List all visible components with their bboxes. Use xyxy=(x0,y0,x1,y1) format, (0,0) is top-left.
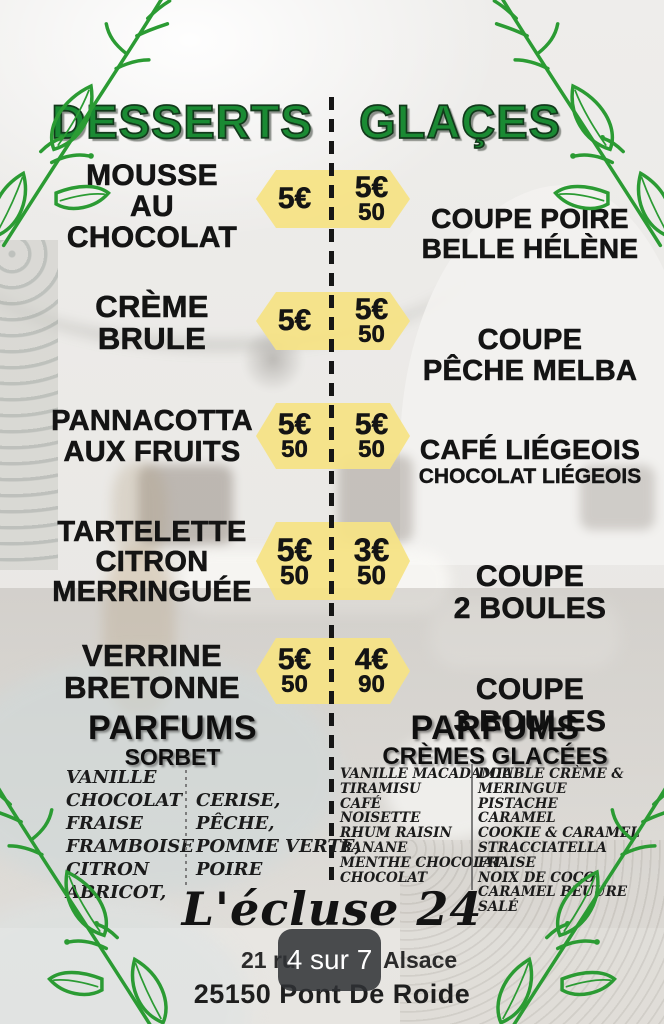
price-left: 5€ xyxy=(256,292,333,350)
bg-dried-flowers xyxy=(112,462,167,557)
dessert-name: TARTELETTE CITRON MERRINGUÉE xyxy=(52,516,252,608)
glace-name: COUPE 2 BOULES xyxy=(400,529,660,657)
price-euros: 4€ xyxy=(354,643,389,676)
price-cents: 50 xyxy=(358,436,385,463)
glace-name-sub: CHOCOLAT LIÉGEOIS xyxy=(418,465,642,488)
image-pager-badge: 4 sur 7 xyxy=(278,929,381,991)
dessert-name: PANNACOTTA AUX FRUITS xyxy=(51,405,253,468)
price-euros: 5€ xyxy=(354,171,389,204)
glace-name-text: COUPE PÊCHE MELBA xyxy=(422,324,638,387)
glace-name: COUPE POIRE BELLE HÉLÈNE xyxy=(400,174,660,294)
price-cents: 50 xyxy=(280,560,309,590)
parfums-title: PARFUMS xyxy=(410,709,580,747)
parfums-cremes-heading: PARFUMS CRÈMES GLACÉES xyxy=(338,711,652,769)
bg-table xyxy=(430,598,620,668)
price-cents: 50 xyxy=(358,199,385,226)
cremes-flavors-col1: VANILLE MACADAMIA TIRAMISU CAFÉ NOISETTE… xyxy=(340,766,514,886)
column-divider-dashed xyxy=(329,97,334,888)
price-cents: 50 xyxy=(281,671,308,698)
parfums-subtitle: CRÈMES GLACÉES xyxy=(382,743,608,770)
price-left: 5€ 50 xyxy=(256,638,333,704)
bg-wallpaper-strip xyxy=(0,240,58,570)
price-left: 5€ 50 xyxy=(256,403,333,469)
glaces-column-title: GLAÇES xyxy=(358,94,561,149)
restaurant-logo: L'écluse 24 xyxy=(181,882,483,936)
price-left: 5€ 50 xyxy=(256,522,333,600)
glace-name-text: COUPE 3 BOULES xyxy=(453,673,607,738)
glace-name: COUPE PÊCHE MELBA xyxy=(400,294,660,418)
sorbet-flavors-col2: CERISE, PÊCHE, POMME VERTE, POIRE xyxy=(196,790,361,880)
price-right: 4€ 90 xyxy=(333,638,410,704)
parfums-sorbet-heading: PARFUMS SORBET xyxy=(45,711,300,769)
price-right: 3€ 50 xyxy=(333,522,410,600)
glace-name-text: COUPE POIRE BELLE HÉLÈNE xyxy=(421,203,639,264)
price-cents: 50 xyxy=(357,560,386,590)
parfums-title: PARFUMS xyxy=(87,709,258,747)
price-euros: 5€ xyxy=(354,408,389,441)
desserts-column-title: DESSERTS xyxy=(50,94,313,149)
cremes-columns-divider xyxy=(471,764,473,890)
sorbet-columns-divider xyxy=(185,770,187,888)
bg-chair xyxy=(580,465,655,530)
parfums-subtitle: SORBET xyxy=(124,744,221,770)
glace-name-text: CAFÉ LIÉGEOIS xyxy=(419,434,641,465)
price-cents: 90 xyxy=(358,671,385,698)
price-cents: 50 xyxy=(358,321,385,348)
price-euros: 5€ xyxy=(276,532,313,568)
price-cents: 50 xyxy=(281,436,308,463)
bg-ceiling-curve xyxy=(0,150,480,350)
price-right: 5€ 50 xyxy=(333,403,410,469)
address-line1-right: Alsace xyxy=(383,947,458,973)
price-left: 5€ xyxy=(256,170,333,228)
price-euros: 5€ xyxy=(354,293,389,326)
price-euros: 5€ xyxy=(277,643,312,676)
glace-name-text: COUPE 2 BOULES xyxy=(453,560,607,625)
price-euros: 5€ xyxy=(277,182,312,215)
glace-name: COUPE 3 BOULES xyxy=(400,642,660,770)
price-euros: 5€ xyxy=(277,304,312,337)
price-euros: 3€ xyxy=(353,532,390,568)
price-euros: 5€ xyxy=(277,408,312,441)
dessert-name: VERRINE BRETONNE xyxy=(64,638,240,705)
bg-chair xyxy=(138,465,233,545)
dessert-name: CRÈME BRULE xyxy=(95,289,209,356)
dessert-name: MOUSSE AU CHOCOLAT xyxy=(66,159,238,254)
price-right: 5€ 50 xyxy=(333,292,410,350)
glace-name: CAFÉ LIÉGEOIS CHOCOLAT LIÉGEOIS xyxy=(400,405,660,518)
bg-cup xyxy=(385,735,515,840)
price-right: 5€ 50 xyxy=(333,170,410,228)
